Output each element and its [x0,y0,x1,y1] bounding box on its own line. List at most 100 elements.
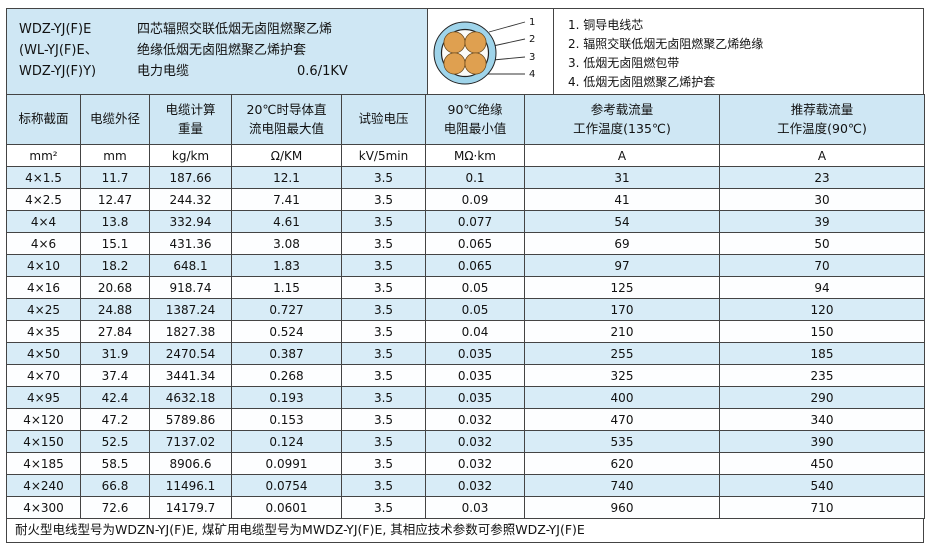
table-cell: 94 [719,276,925,299]
table-cell: 4×1.5 [6,166,81,189]
table-cell: 13.8 [80,210,150,233]
table-cell: 20.68 [80,276,150,299]
table-cell: 170 [524,298,720,321]
table-cell: 4×6 [6,232,81,255]
table-cell: 11496.1 [149,474,232,497]
table-cell: 325 [524,364,720,387]
cable-model-line: WDZ-YJ(F)Y) [19,64,97,80]
table-cell: 648.1 [149,254,232,277]
header-insulation-resistance: 90℃绝缘 电阻最小值 [425,94,525,145]
table-cell: 450 [719,452,925,475]
table-cell: 3.5 [341,254,426,277]
table-row: 4×300 72.6 14179.7 0.0601 3.5 0.03 960 710 [6,496,925,519]
header-outer-diameter: 电缆外径 [80,94,150,145]
table-cell: 7137.02 [149,430,232,453]
cable-model-block: WDZ-YJ(F)E (WL-YJ(F)E、 WDZ-YJ(F)Y) [7,9,131,94]
diagram-callout-4: 4 [529,69,535,80]
table-cell: 1827.38 [149,320,232,343]
table-cell: 70 [719,254,925,277]
table-cell: 4×16 [6,276,81,299]
table-cell: 4×300 [6,496,81,519]
table-cell: 24.88 [80,298,150,321]
cable-description-block: 四芯辐照交联低烟无卤阻燃聚乙烯 绝缘低烟无卤阻燃聚乙烯护套 电力电缆 0.6/1K… [131,9,428,94]
table-row: 4×185 58.5 8906.6 0.0991 3.5 0.032 620 450 [6,452,925,475]
table-cell: 3.5 [341,474,426,497]
table-cell: 97 [524,254,720,277]
table-cell: 431.36 [149,232,232,255]
table-row: 4×150 52.5 7137.02 0.124 3.5 0.032 535 390 [6,430,925,453]
table-cell: 332.94 [149,210,232,233]
table-cell: 0.0754 [231,474,342,497]
table-cell: 1387.24 [149,298,232,321]
table-row: 4×10 18.2 648.1 1.83 3.5 0.065 97 70 [6,254,925,277]
table-cell: 0.03 [425,496,525,519]
table-cell: 2470.54 [149,342,232,365]
units-row: mm² mm kg/km Ω/KM kV/5min MΩ·km A A [6,144,925,167]
table-cell: 4×185 [6,452,81,475]
table-cell: 1.83 [231,254,342,277]
table-cell: 710 [719,496,925,519]
table-cell: 0.065 [425,254,525,277]
table-cell: 4.61 [231,210,342,233]
table-cell: 3.08 [231,232,342,255]
table-row: 4×6 15.1 431.36 3.08 3.5 0.065 69 50 [6,232,925,255]
table-cell: 4632.18 [149,386,232,409]
table-cell: 235 [719,364,925,387]
table-cell: 0.193 [231,386,342,409]
table-cell: 12.47 [80,188,150,211]
table-cell: 0.04 [425,320,525,343]
diagram-callout-3: 3 [529,52,535,63]
table-row: 4×95 42.4 4632.18 0.193 3.5 0.035 400 290 [6,386,925,409]
table-row: 4×35 27.84 1827.38 0.524 3.5 0.04 210 150 [6,320,925,343]
table-cell: 340 [719,408,925,431]
table-cell: 390 [719,430,925,453]
table-cell: 244.32 [149,188,232,211]
table-cell: 290 [719,386,925,409]
table-cell: 3.5 [341,320,426,343]
table-cell: 3.5 [341,276,426,299]
table-cell: 255 [524,342,720,365]
table-cell: 4×95 [6,386,81,409]
table-cell: 3.5 [341,210,426,233]
table-cell: 210 [524,320,720,343]
table-cell: 0.0991 [231,452,342,475]
table-cell: 3.5 [341,298,426,321]
table-cell: 4×10 [6,254,81,277]
table-row: 4×25 24.88 1387.24 0.727 3.5 0.05 170 120 [6,298,925,321]
unit-cell: A [524,144,720,167]
table-cell: 960 [524,496,720,519]
table-cell: 27.84 [80,320,150,343]
table-cell: 185 [719,342,925,365]
table-cell: 400 [524,386,720,409]
diagram-legend: 1. 铜导电线芯 2. 辐照交联低烟无卤阻燃聚乙烯绝缘 3. 低烟无卤阻燃包带 … [554,9,923,94]
table-cell: 3.5 [341,430,426,453]
header-reference-ampacity: 参考载流量 工作温度(135℃) [524,94,720,145]
cable-model-line: (WL-YJ(F)E、 [19,43,98,59]
unit-cell: kg/km [149,144,232,167]
table-cell: 0.077 [425,210,525,233]
table-cell: 69 [524,232,720,255]
table-cell: 540 [719,474,925,497]
table-cell: 3.5 [341,452,426,475]
table-cell: 41 [524,188,720,211]
header-dc-resistance: 20℃时导体直 流电阻最大值 [231,94,342,145]
table-cell: 31 [524,166,720,189]
legend-item: 4. 低烟无卤阻燃聚乙烯护套 [568,74,716,89]
voltage-rating: 0.6/1KV [297,64,348,80]
table-cell: 0.09 [425,188,525,211]
table-cell: 0.05 [425,298,525,321]
table-cell: 470 [524,408,720,431]
table-row: 4×70 37.4 3441.34 0.268 3.5 0.035 325 235 [6,364,925,387]
table-cell: 7.41 [231,188,342,211]
table-cell: 4×25 [6,298,81,321]
header-calculated-weight: 电缆计算 重量 [149,94,232,145]
table-cell: 0.032 [425,408,525,431]
table-cell: 0.035 [425,342,525,365]
table-cell: 4×70 [6,364,81,387]
table-cell: 0.268 [231,364,342,387]
table-cell: 125 [524,276,720,299]
table-cell: 50 [719,232,925,255]
table-row: 4×50 31.9 2470.54 0.387 3.5 0.035 255 185 [6,342,925,365]
table-cell: 0.035 [425,386,525,409]
table-cell: 12.1 [231,166,342,189]
